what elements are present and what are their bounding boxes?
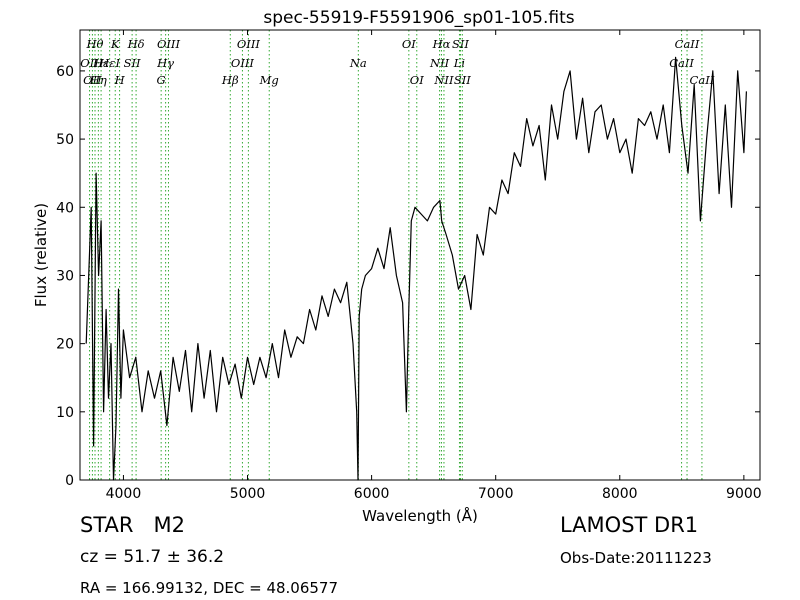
x-tick-label: 8000 (602, 486, 638, 502)
marker-label: H (114, 73, 126, 87)
marker-label: Hβ (221, 73, 239, 87)
object-subclass: M2 (153, 513, 185, 537)
y-tick-label: 60 (56, 64, 74, 80)
marker-label: SII (124, 56, 141, 70)
x-tick-label: 9000 (726, 486, 762, 502)
x-tick-label: 5000 (230, 486, 266, 502)
spectrum-series-line (85, 56, 747, 481)
marker-label: SII (454, 73, 471, 87)
coordinates-text: RA = 166.99132, DEC = 48.06577 (80, 579, 339, 597)
marker-label: OIII (237, 37, 261, 51)
y-tick-label: 20 (56, 337, 74, 353)
object-classification: STAR M2 (80, 513, 185, 537)
marker-label: K (110, 37, 121, 51)
x-tick-label: 7000 (478, 486, 514, 502)
marker-label: OIII (157, 37, 181, 51)
marker-label: SII (452, 37, 469, 51)
marker-label: CaII (669, 56, 694, 70)
plot-frame (79, 29, 761, 481)
marker-label: Hδ (127, 37, 145, 51)
marker-label: Na (349, 56, 367, 70)
marker-label: Mg (259, 73, 279, 87)
marker-label: HεI (98, 56, 120, 70)
x-tick-label: 6000 (354, 486, 390, 502)
marker-label: Hθ (86, 37, 104, 51)
y-tick-label: 0 (65, 473, 74, 489)
x-tick-label: 4000 (106, 486, 142, 502)
y-tick-label: 50 (56, 132, 74, 148)
object-class: STAR (80, 513, 134, 537)
marker-label: G (157, 73, 166, 87)
observation-date: Obs-Date:20111223 (560, 549, 712, 567)
y-tick-label: 10 (56, 405, 74, 421)
marker-label: OI (402, 37, 416, 51)
y-tick-label: 40 (56, 200, 74, 216)
x-axis-label: Wavelength (Å) (362, 506, 478, 525)
y-axis-label: Flux (relative) (32, 203, 50, 307)
marker-label: Hγ (156, 56, 174, 70)
marker-label: NII (429, 56, 450, 70)
marker-label: Li (453, 56, 466, 70)
marker-label: OII (83, 73, 102, 87)
marker-label: CaII (690, 73, 715, 87)
marker-label: OI (410, 73, 424, 87)
marker-label: Hα (432, 37, 451, 51)
marker-label: CaII (675, 37, 700, 51)
marker-label: Hε (92, 56, 109, 70)
marker-label: OIII (231, 56, 255, 70)
chart-title: spec-55919-F5591906_sp01-105.fits (263, 8, 574, 28)
spectral-line-markers: OIIOIIHθHηHεHεIKHSIIHδGHγOIIIHβOIIIOIIIM… (80, 30, 715, 480)
y-tick-label: 30 (56, 268, 74, 284)
spectrum-line-layer (85, 56, 747, 481)
marker-label: NII (433, 73, 454, 87)
y-axis-ticks: 0 10 20 30 40 50 60 (56, 64, 760, 489)
survey-name: LAMOST DR1 (560, 513, 699, 537)
marker-label: Hη (89, 73, 107, 87)
x-axis-ticks: 4000 5000 6000 7000 8000 9000 (106, 30, 762, 502)
redshift-text: cz = 51.7 ± 36.2 (80, 547, 225, 567)
